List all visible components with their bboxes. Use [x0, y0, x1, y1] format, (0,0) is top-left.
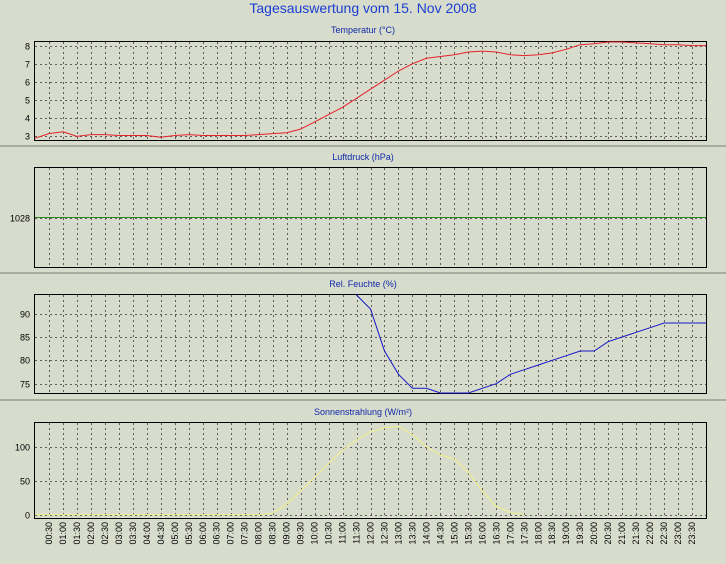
- x-tick-label: 20:00: [589, 522, 599, 545]
- pressure-y-tick-label: 1028: [10, 214, 30, 224]
- x-tick-label: 21:00: [617, 522, 627, 545]
- temperature-y-tick-label: 8: [25, 42, 30, 52]
- solar-radiation-y-tick-label: 100: [15, 443, 30, 453]
- x-tick-label: 19:30: [575, 522, 585, 545]
- humidity-series-line: [356, 294, 706, 394]
- x-tick-label: 16:30: [491, 522, 501, 545]
- x-tick-label: 23:30: [687, 522, 697, 545]
- x-tick-label: 03:30: [128, 522, 138, 545]
- panel-separator: [0, 145, 726, 147]
- solar-radiation-panel: Sonnenstrahlung (W/m²) 0 50 100: [15, 407, 707, 521]
- x-tick-label: 08:00: [254, 522, 264, 545]
- temperature-plot-frame: [34, 41, 707, 141]
- temperature-y-tick-label: 4: [25, 114, 30, 124]
- temperature-y-tick-label: 6: [25, 78, 30, 88]
- humidity-plot-frame: [34, 294, 707, 394]
- x-tick-label: 12:30: [380, 522, 390, 545]
- x-tick-label: 23:00: [673, 522, 683, 545]
- x-tick-label: 12:00: [366, 522, 376, 545]
- x-tick-label: 01:00: [58, 522, 68, 545]
- humidity-y-tick-label: 75: [20, 380, 30, 390]
- x-tick-label: 14:30: [435, 522, 445, 545]
- x-tick-label: 07:00: [226, 522, 236, 545]
- x-tick-label: 02:00: [86, 522, 96, 545]
- humidity-panel-title: Rel. Feuchte (%): [329, 279, 397, 289]
- temperature-y-tick-label: 7: [25, 60, 30, 70]
- x-tick-label: 13:00: [394, 522, 404, 545]
- x-tick-label: 22:00: [645, 522, 655, 545]
- x-tick-label: 07:30: [240, 522, 250, 545]
- x-tick-label: 03:00: [114, 522, 124, 545]
- x-tick-label: 11:30: [352, 522, 362, 544]
- x-tick-label: 17:00: [505, 522, 515, 545]
- solar-radiation-y-tick-label: 0: [25, 511, 30, 521]
- x-tick-label: 09:00: [282, 522, 292, 545]
- x-tick-label: 01:30: [72, 522, 82, 545]
- x-tick-label: 15:00: [449, 522, 459, 545]
- pressure-plot-frame: [34, 167, 707, 268]
- solar-radiation-plot-area: [35, 423, 706, 518]
- x-tick-label: 06:30: [212, 522, 222, 545]
- panel-separator: [0, 399, 726, 401]
- solar-radiation-panel-title: Sonnenstrahlung (W/m²): [314, 407, 412, 417]
- humidity-y-tick-label: 80: [20, 356, 30, 366]
- x-tick-label: 05:30: [184, 522, 194, 545]
- solar-radiation-y-tick-label: 50: [20, 477, 30, 487]
- x-tick-label: 09:30: [296, 522, 306, 545]
- x-tick-label: 17:30: [519, 522, 529, 545]
- x-tick-label: 16:00: [477, 522, 487, 545]
- x-tick-label: 15:30: [463, 522, 473, 545]
- x-tick-label: 06:00: [198, 522, 208, 545]
- x-tick-label: 14:00: [421, 522, 431, 545]
- x-tick-label: 21:30: [631, 522, 641, 545]
- x-tick-label: 11:00: [338, 522, 348, 544]
- x-tick-label: 02:30: [100, 522, 110, 545]
- x-tick-label: 18:00: [533, 522, 543, 545]
- humidity-y-tick-label: 85: [20, 333, 30, 343]
- temperature-plot-area: [35, 42, 706, 140]
- time-axis: 00:30 01:00 01:30 02:00 02:30 03:00 03:30 04:00…: [44, 522, 697, 545]
- temperature-series-line: [34, 41, 706, 139]
- x-tick-label: 20:30: [603, 522, 613, 545]
- x-tick-label: 05:00: [170, 522, 180, 545]
- x-tick-label: 19:00: [561, 522, 571, 545]
- x-tick-label: 00:30: [44, 522, 54, 545]
- temperature-panel-title: Temperatur (°C): [331, 25, 395, 35]
- x-tick-label: 04:00: [142, 522, 152, 545]
- pressure-panel-title: Luftdruck (hPa): [332, 152, 394, 162]
- temperature-y-tick-label: 3: [25, 132, 30, 142]
- x-tick-label: 10:30: [324, 522, 334, 545]
- panel-separator: [0, 272, 726, 274]
- x-tick-label: 08:30: [268, 522, 278, 545]
- x-tick-label: 10:00: [310, 522, 320, 545]
- humidity-y-tick-label: 90: [20, 310, 30, 320]
- temperature-panel: Temperatur (°C) 3 4 5 6 7 8: [0, 25, 726, 147]
- humidity-panel: Rel. Feuchte (%) 75 80 85 90: [0, 279, 726, 401]
- temperature-y-tick-label: 5: [25, 96, 30, 106]
- x-tick-label: 18:30: [547, 522, 557, 545]
- page-title: Tagesauswertung vom 15. Nov 2008: [249, 0, 477, 16]
- x-tick-label: 04:30: [156, 522, 166, 545]
- pressure-panel: Luftdruck (hPa) 1028: [0, 152, 726, 274]
- x-tick-label: 22:30: [659, 522, 669, 545]
- x-tick-label: 13:30: [407, 522, 417, 545]
- solar-radiation-plot-frame: [34, 422, 707, 519]
- solar-radiation-series-line: [35, 425, 525, 516]
